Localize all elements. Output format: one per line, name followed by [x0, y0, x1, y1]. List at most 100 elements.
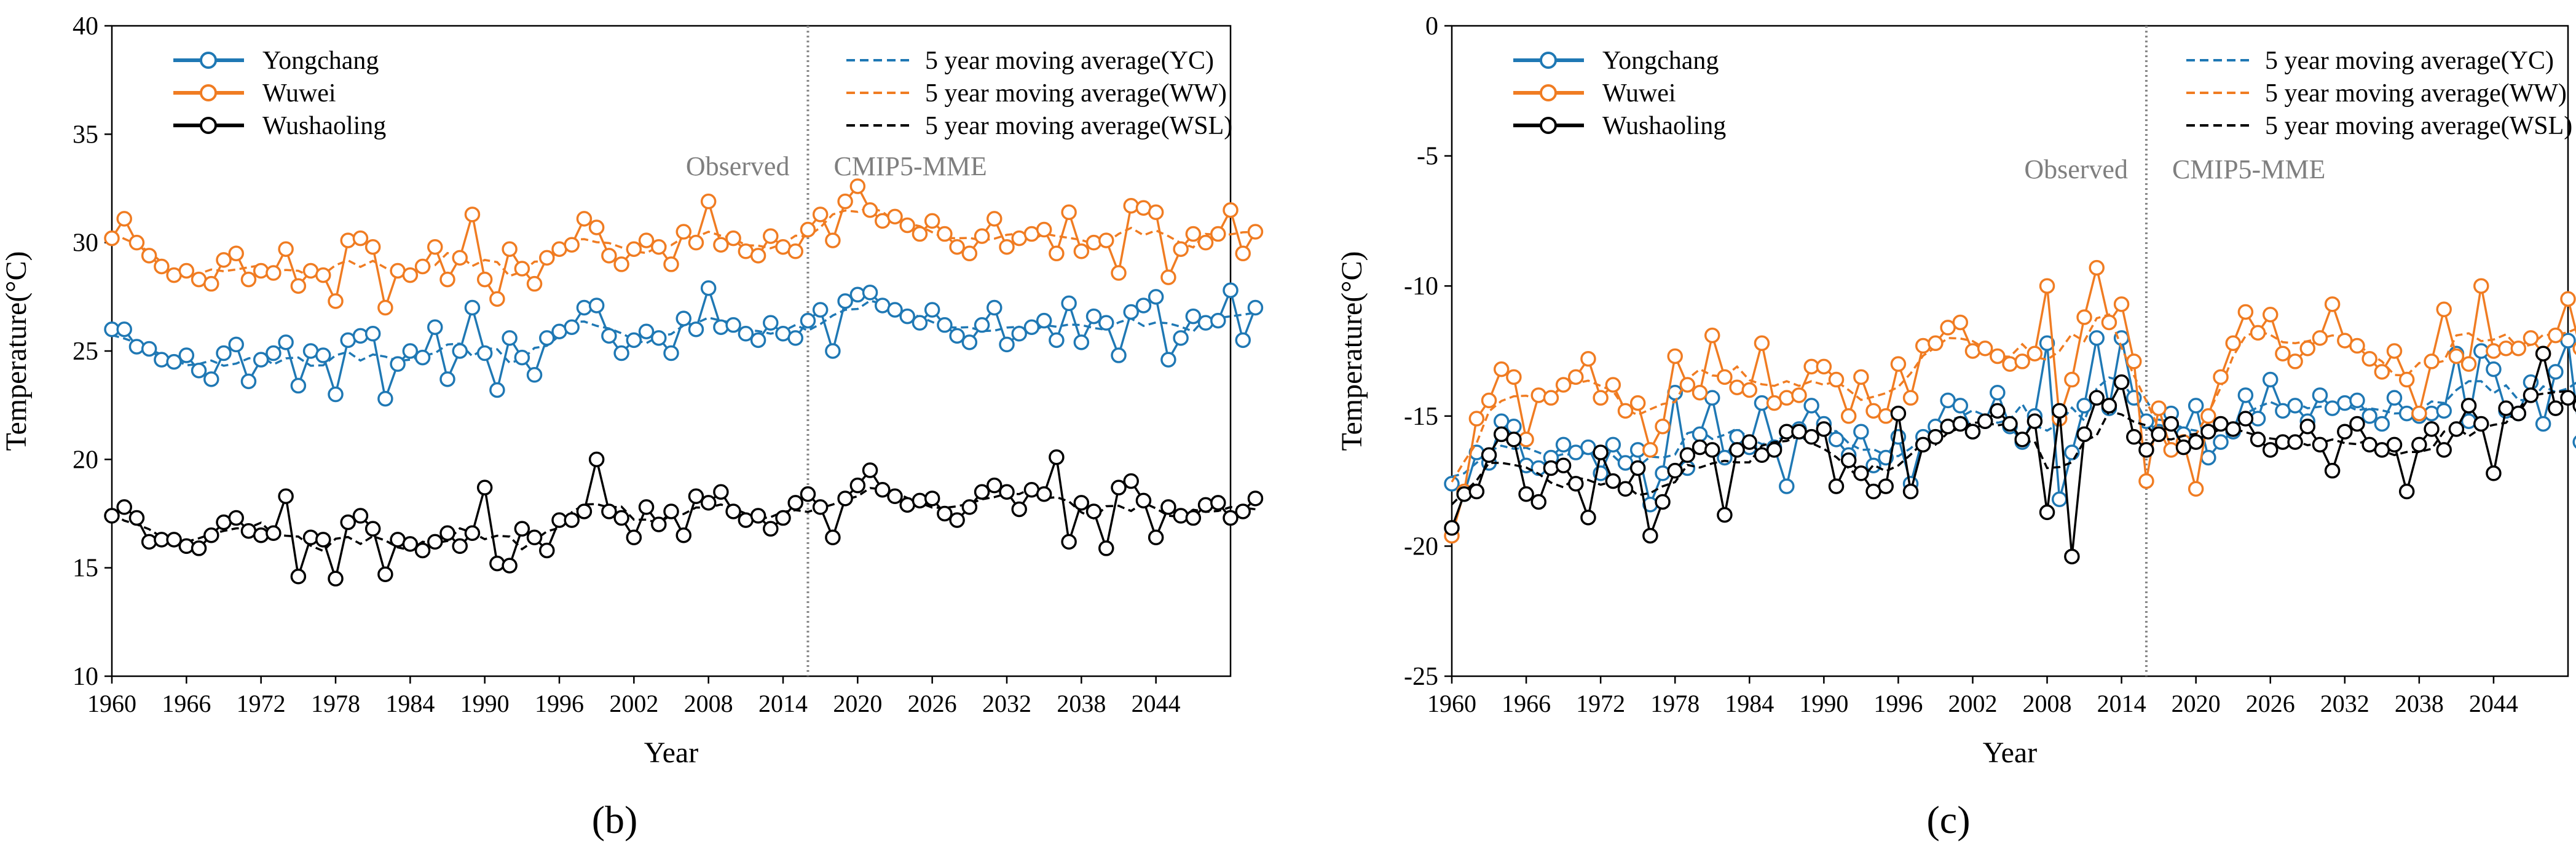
- data-point-wuwei-c: [2002, 356, 2018, 372]
- data-point-wuwei-b: [638, 232, 655, 248]
- data-point-yongchang-b: [128, 339, 145, 355]
- data-point-wushaoling-b: [837, 491, 853, 507]
- data-point-yongchang-b: [253, 352, 269, 368]
- legend-marker-wuwei-c: [1540, 84, 1557, 101]
- data-point-wushaoling-b: [128, 510, 145, 526]
- data-point-yongchang-c: [2213, 434, 2229, 450]
- data-point-yongchang-b: [266, 345, 282, 361]
- data-point-yongchang-b: [601, 328, 617, 344]
- data-point-wuwei-b: [613, 256, 629, 272]
- x-tick-label-c: 2002: [1948, 690, 1997, 717]
- legend-marker-yongchang-b: [200, 52, 217, 69]
- panel-b: 10 15 20 25 30 35 40 1960 1966 1972 1978 1984 1990 19…: [0, 12, 1264, 842]
- data-point-wushaoling-b: [1098, 540, 1114, 556]
- data-point-wushaoling-b: [812, 499, 829, 515]
- data-point-wushaoling-c: [2337, 424, 2353, 440]
- data-point-yongchang-c: [2436, 403, 2452, 419]
- data-point-wuwei-b: [240, 271, 257, 288]
- data-point-yongchang-b: [725, 317, 741, 333]
- data-point-wuwei-c: [1977, 341, 1993, 357]
- data-point-yongchang-b: [1011, 326, 1027, 342]
- data-point-wuwei-c: [2398, 371, 2415, 388]
- data-point-yongchang-b: [837, 293, 853, 309]
- data-point-wushaoling-b: [676, 527, 691, 543]
- data-point-wushaoling-c: [1468, 483, 1485, 500]
- data-point-wuwei-b: [812, 207, 829, 223]
- data-point-wuwei-b: [849, 178, 866, 194]
- data-point-wushaoling-b: [1085, 503, 1102, 519]
- data-point-yongchang-b: [1023, 319, 1040, 335]
- data-point-wushaoling-b: [700, 495, 717, 511]
- data-point-wushaoling-c: [1766, 442, 1782, 458]
- data-point-wushaoling-b: [290, 569, 307, 585]
- data-point-yongchang-c: [2535, 416, 2551, 432]
- data-point-yongchang-b: [1210, 312, 1226, 329]
- data-point-yongchang-b: [700, 280, 717, 296]
- data-point-yongchang-b: [626, 332, 642, 349]
- y-tick-label-c: -25: [1404, 663, 1438, 691]
- data-point-yongchang-b: [1247, 299, 1264, 316]
- data-point-wushaoling-c: [2051, 403, 2068, 419]
- x-tick-label-b: 1978: [311, 690, 360, 717]
- data-point-yongchang-b: [154, 352, 170, 368]
- data-point-wushaoling-b: [352, 508, 369, 524]
- data-point-yongchang-b: [502, 330, 518, 346]
- data-point-wushaoling-c: [1840, 452, 1857, 468]
- data-point-wuwei-c: [2014, 353, 2030, 369]
- x-tick-label-c: 1990: [1799, 690, 1848, 717]
- data-point-wuwei-c: [2460, 356, 2477, 372]
- data-point-wushaoling-b: [626, 529, 642, 546]
- x-tick-label-b: 1984: [385, 690, 435, 717]
- panel-c: -25 -20 -15 -10 -5 0 1960 1966 1972 1978 1984 1990 1…: [1336, 12, 2576, 842]
- data-point-yongchang-b: [1036, 312, 1052, 329]
- data-point-wushaoling-b: [178, 538, 195, 554]
- data-point-wushaoling-b: [228, 510, 244, 526]
- data-point-yongchang-b: [1185, 308, 1202, 325]
- data-point-wushaoling-c: [1890, 405, 1907, 422]
- data-point-wuwei-b: [278, 241, 294, 257]
- data-point-wushaoling-c: [1580, 510, 1596, 526]
- data-point-wuwei-c: [1667, 348, 1683, 365]
- data-point-yongchang-b: [1061, 295, 1077, 312]
- data-point-wuwei-c: [1679, 377, 1696, 393]
- data-point-wushaoling-b: [651, 516, 667, 532]
- data-point-wuwei-c: [1828, 371, 1845, 388]
- data-point-wushaoling-c: [1952, 416, 1969, 432]
- data-point-wushaoling-c: [1629, 460, 1646, 476]
- x-tick-label-c: 1966: [1502, 690, 1551, 717]
- data-point-wuwei-b: [514, 261, 530, 277]
- data-point-wushaoling-c: [2002, 416, 2018, 432]
- data-point-wuwei-b: [452, 250, 468, 266]
- data-point-yongchang-b: [452, 343, 468, 359]
- data-point-wuwei-c: [2424, 353, 2440, 369]
- moving-average-line-yongchang-b: [111, 299, 1256, 367]
- data-point-yongchang-c: [2064, 444, 2080, 460]
- data-point-yongchang-c: [2337, 395, 2353, 411]
- data-point-wuwei-b: [937, 226, 953, 242]
- data-point-wuwei-c: [1655, 418, 1671, 435]
- data-point-wuwei-c: [1791, 387, 1807, 403]
- data-point-yongchang-b: [924, 302, 940, 318]
- data-point-wuwei-c: [2225, 335, 2241, 352]
- data-point-wuwei-c: [1717, 369, 1733, 385]
- data-point-yongchang-b: [688, 321, 704, 337]
- data-point-wuwei-c: [1729, 379, 1745, 395]
- data-point-wushaoling-c: [2473, 416, 2489, 432]
- data-point-wushaoling-b: [1223, 510, 1239, 526]
- data-point-wushaoling-b: [750, 508, 766, 524]
- data-point-wuwei-b: [414, 258, 431, 275]
- moving-average-line-wushaoling-b: [111, 487, 1256, 553]
- x-tick-label-c: 1984: [1725, 690, 1774, 717]
- data-point-yongchang-b: [203, 371, 219, 387]
- data-point-wuwei-c: [2349, 337, 2365, 354]
- data-point-wushaoling-c: [2398, 483, 2415, 500]
- data-point-wuwei-b: [626, 241, 642, 257]
- data-point-wushaoling-b: [464, 525, 481, 541]
- data-point-wuwei-b: [502, 241, 518, 257]
- data-point-wuwei-b: [1061, 204, 1077, 221]
- data-point-wushaoling-b: [452, 538, 468, 554]
- data-point-wuwei-b: [104, 230, 120, 247]
- data-point-wuwei-c: [2138, 473, 2154, 489]
- legend-marker-yongchang-c: [1540, 52, 1557, 69]
